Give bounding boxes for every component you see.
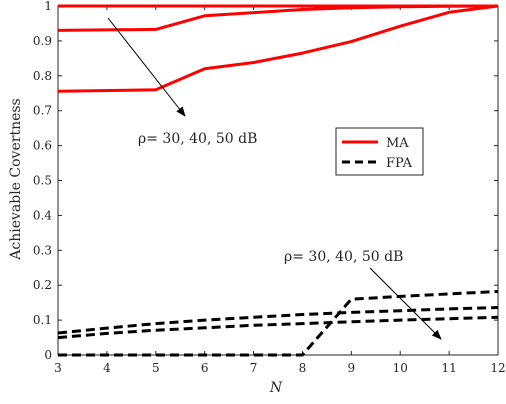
y-tick-label: 0.6 bbox=[33, 139, 52, 153]
x-tick-label: 5 bbox=[152, 361, 160, 375]
y-tick-label: 0.1 bbox=[33, 313, 52, 327]
series-line-ma-1 bbox=[57, 4, 499, 32]
x-tick-label: 10 bbox=[393, 361, 408, 375]
legend-label-ma: MA bbox=[386, 136, 409, 151]
annotation-lower: ρ= 30, 40, 50 dB bbox=[284, 249, 403, 265]
series-layer bbox=[57, 4, 499, 357]
series-line-fpa-5 bbox=[58, 290, 499, 357]
y-tick-label: 0 bbox=[44, 348, 52, 362]
x-tick-label: 7 bbox=[250, 361, 258, 375]
y-axis-label: Achievable Covertness bbox=[8, 98, 24, 261]
x-tick-label: 11 bbox=[441, 361, 456, 375]
y-tick-label: 0.7 bbox=[33, 104, 52, 118]
y-tick-label: 0.9 bbox=[33, 34, 52, 48]
legend-label-fpa: FPA bbox=[386, 156, 413, 171]
axes-frame bbox=[57, 5, 499, 356]
x-tick-label: 4 bbox=[103, 361, 111, 375]
y-tick-label: 0.5 bbox=[33, 174, 52, 188]
annotation-lower-arrow bbox=[369, 267, 442, 340]
x-tick-label: 3 bbox=[54, 361, 62, 375]
y-tick-label: 1 bbox=[44, 0, 52, 13]
series-line-fpa-4 bbox=[57, 315, 499, 340]
series-line-ma-2 bbox=[57, 4, 499, 93]
y-tick-label: 0.3 bbox=[33, 243, 52, 257]
x-axis-label: N bbox=[269, 380, 283, 396]
legend-box bbox=[335, 127, 424, 176]
series-line-fpa-3 bbox=[57, 306, 499, 335]
y-tick-label: 0.4 bbox=[33, 208, 52, 222]
annotation-upper-arrow bbox=[107, 17, 186, 117]
annotation-upper: ρ= 30, 40, 50 dB bbox=[138, 131, 257, 147]
x-tick-label: 9 bbox=[348, 361, 356, 375]
legend: MA FPA bbox=[335, 127, 424, 176]
y-tick-label: 0.8 bbox=[33, 69, 52, 83]
x-tick-label: 8 bbox=[299, 361, 307, 375]
x-tick-label: 6 bbox=[201, 361, 209, 375]
annotations: ρ= 30, 40, 50 dB ρ= 30, 40, 50 dB bbox=[107, 17, 442, 340]
x-tick-label: 12 bbox=[490, 361, 505, 375]
plot-area bbox=[57, 5, 499, 356]
y-tick-label: 0.2 bbox=[33, 278, 52, 292]
